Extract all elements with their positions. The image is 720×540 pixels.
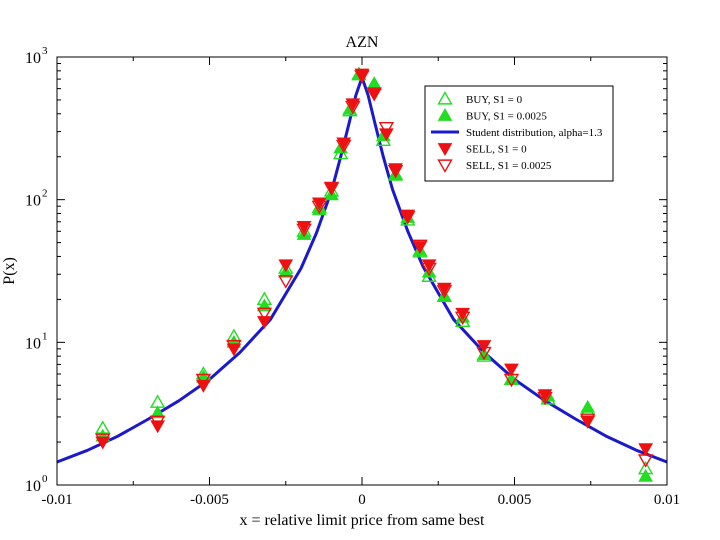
legend-label: BUY, S1 = 0 [466,94,523,106]
x-tick-label: -0.005 [190,492,229,508]
data-point-sell-s1-0-0025 [412,239,428,254]
data-point-sell-s1-0-0025 [537,392,553,406]
chart-title: AZN [346,34,379,51]
data-point-sell-s1-0 [504,363,519,377]
legend: BUY, S1 = 0 BUY, S1 = 0.0025 Student distr… [424,85,614,182]
data-point-sell-s1-0-0025 [345,100,361,115]
data-point-sell-s1-0 [354,68,370,82]
data-point-sell-s1-0-0025 [311,200,328,215]
data-point-sell-s1-0-0025 [149,415,166,430]
data-point-sell-s1-0-0025 [256,307,273,322]
x-tick-label: 0 [358,492,366,508]
legend-label: BUY, S1 = 0.0025 [466,111,547,123]
y-tick-label-base: 10 [25,193,41,210]
data-point-sell-s1-0-0025 [637,454,654,468]
x-tick-label: -0.01 [41,492,72,508]
data-point-buy-s1-0-0025 [638,468,654,482]
data-point-sell-s1-0 [257,316,272,329]
y-tick-label-exp: 3 [42,45,48,57]
data-point-buy-s1-0-0025 [580,399,596,413]
data-point-sell-s1-0-0025 [400,211,416,225]
data-point-sell-s1-0-0025 [354,70,370,84]
data-point-sell-s1-0-0025 [378,122,395,136]
data-point-sell-s1-0-0025 [95,433,111,447]
x-tick-label: 0.005 [498,492,532,508]
x-tick-label: 0.01 [654,492,680,508]
data-point-sell-s1-0 [476,340,492,354]
data-point-sell-s1-0 [400,209,416,223]
data-point-sell-s1-0-0025 [387,164,404,179]
data-point-sell-s1-0-0025 [278,275,294,289]
legend-label: Student distribution, alpha=1.3 [466,127,603,139]
legend-swatch-marker [437,143,453,157]
data-point-sell-s1-0 [638,443,654,457]
data-point-sell-s1-0 [388,163,403,177]
y-tick-label-base: 10 [25,335,41,352]
x-tick-labels: -0.01 -0.005 0 0.005 0.01 [41,492,680,508]
data-point-sell-s1-0-0025 [226,339,242,354]
data-point-sell-s1-0-0025 [503,373,520,388]
legend-label: SELL, S1 = 0.0025 [466,160,552,172]
x-axis-label: x = relative limit price from same best [240,512,486,529]
data-point-sell-s1-0-0025 [335,139,352,154]
y-axis-label: P(x) [1,257,18,285]
legend-swatch-marker [437,107,453,121]
y-tick-label-exp: 2 [42,188,48,200]
data-point-sell-s1-0 [278,259,294,273]
y-tick-label-exp: 0 [42,473,48,485]
data-point-sell-s1-0-0025 [323,181,340,196]
plot-frame [56,56,668,486]
data-point-sell-s1-0 [455,307,471,321]
data-point-sell-s1-0 [421,259,437,273]
marker-layer [95,66,654,482]
data-point-sell-s1-0-0025 [436,285,453,299]
data-point-sell-s1-0-0025 [421,262,437,277]
data-point-sell-s1-0-0025 [454,311,471,326]
data-point-sell-s1-0-0025 [195,373,212,388]
y-tick-label-base: 10 [25,478,41,495]
data-point-sell-s1-0-0025 [366,87,382,101]
y-tick-label-base: 10 [25,50,41,67]
data-point-sell-s1-0-0025 [476,346,492,361]
legend-swatch-marker [437,91,453,105]
data-point-sell-s1-0-0025 [296,223,312,238]
data-point-sell-s1-0-0025 [579,413,596,427]
data-point-buy-s1-0-0025 [150,405,166,419]
legend-label: SELL, S1 = 0 [466,144,527,156]
y-tick-label-exp: 1 [42,330,48,342]
legend-swatch-marker [437,159,453,173]
